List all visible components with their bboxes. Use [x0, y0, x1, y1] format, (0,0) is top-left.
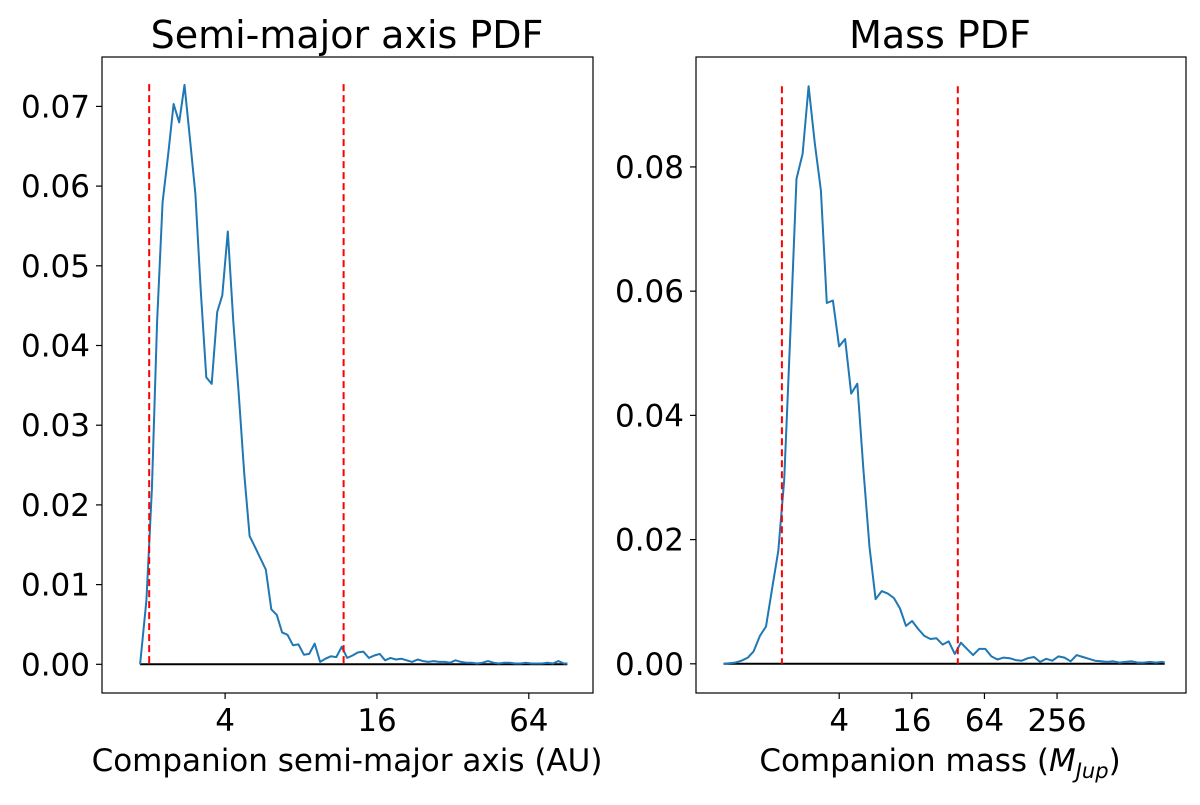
semi-major-axis-y-tick-label: 0.01 — [21, 568, 90, 604]
semi-major-axis-y-tick-label: 0.07 — [21, 89, 90, 125]
mass-y-tick-label: 0.02 — [615, 523, 684, 559]
semi-major-axis-x-tick-label: 64 — [509, 703, 548, 739]
mass-title: Mass PDF — [849, 13, 1031, 57]
semi-major-axis-panel: Semi-major axis PDF 0.00 0.01 0.02 0.03 0.04… — [21, 13, 602, 779]
mass-x-tick-label: 4 — [829, 703, 849, 739]
mass-y-tick-label: 0.00 — [615, 647, 684, 683]
semi-major-axis-pdf-line — [139, 83, 568, 665]
semi-major-axis-y-tick-label: 0.02 — [21, 488, 90, 524]
mass-x-tick-label: 256 — [1027, 703, 1086, 739]
mass-panel: Mass PDF 0.00 0.02 0.04 0.06 0.08 4 16 64 256 Co… — [615, 13, 1187, 783]
mass-y-tick-label: 0.06 — [615, 274, 684, 310]
semi-major-axis-x-tick-label: 16 — [357, 703, 396, 739]
mass-x-tick-label: 64 — [965, 703, 1004, 739]
mass-x-tick-label: 16 — [892, 703, 931, 739]
semi-major-axis-y-tick-label: 0.00 — [21, 647, 90, 683]
mass-x-axis-label: Companion mass (MJup) — [759, 743, 1120, 783]
semi-major-axis-title: Semi-major axis PDF — [151, 13, 544, 57]
mass-y-tick-label: 0.08 — [615, 150, 684, 186]
semi-major-axis-y-tick-label: 0.06 — [21, 169, 90, 205]
semi-major-axis-plot-area: 0.00 0.01 0.02 0.03 0.04 0.05 0.06 0.07 4 16 64 — [21, 56, 594, 739]
semi-major-axis-y-tick-label: 0.05 — [21, 249, 90, 285]
semi-major-axis-x-axis-label: Companion semi-major axis (AU) — [92, 743, 603, 779]
mass-pdf-line — [723, 85, 1166, 665]
semi-major-axis-y-tick-label: 0.03 — [21, 408, 90, 444]
mass-plot-area: 0.00 0.02 0.04 0.06 0.08 4 16 64 256 — [615, 56, 1187, 739]
semi-major-axis-x-tick-label: 4 — [215, 703, 235, 739]
mass-y-tick-label: 0.04 — [615, 398, 684, 434]
semi-major-axis-axes-frame — [101, 56, 594, 694]
semi-major-axis-y-tick-label: 0.04 — [21, 329, 90, 365]
mass-axes-frame — [695, 56, 1187, 694]
